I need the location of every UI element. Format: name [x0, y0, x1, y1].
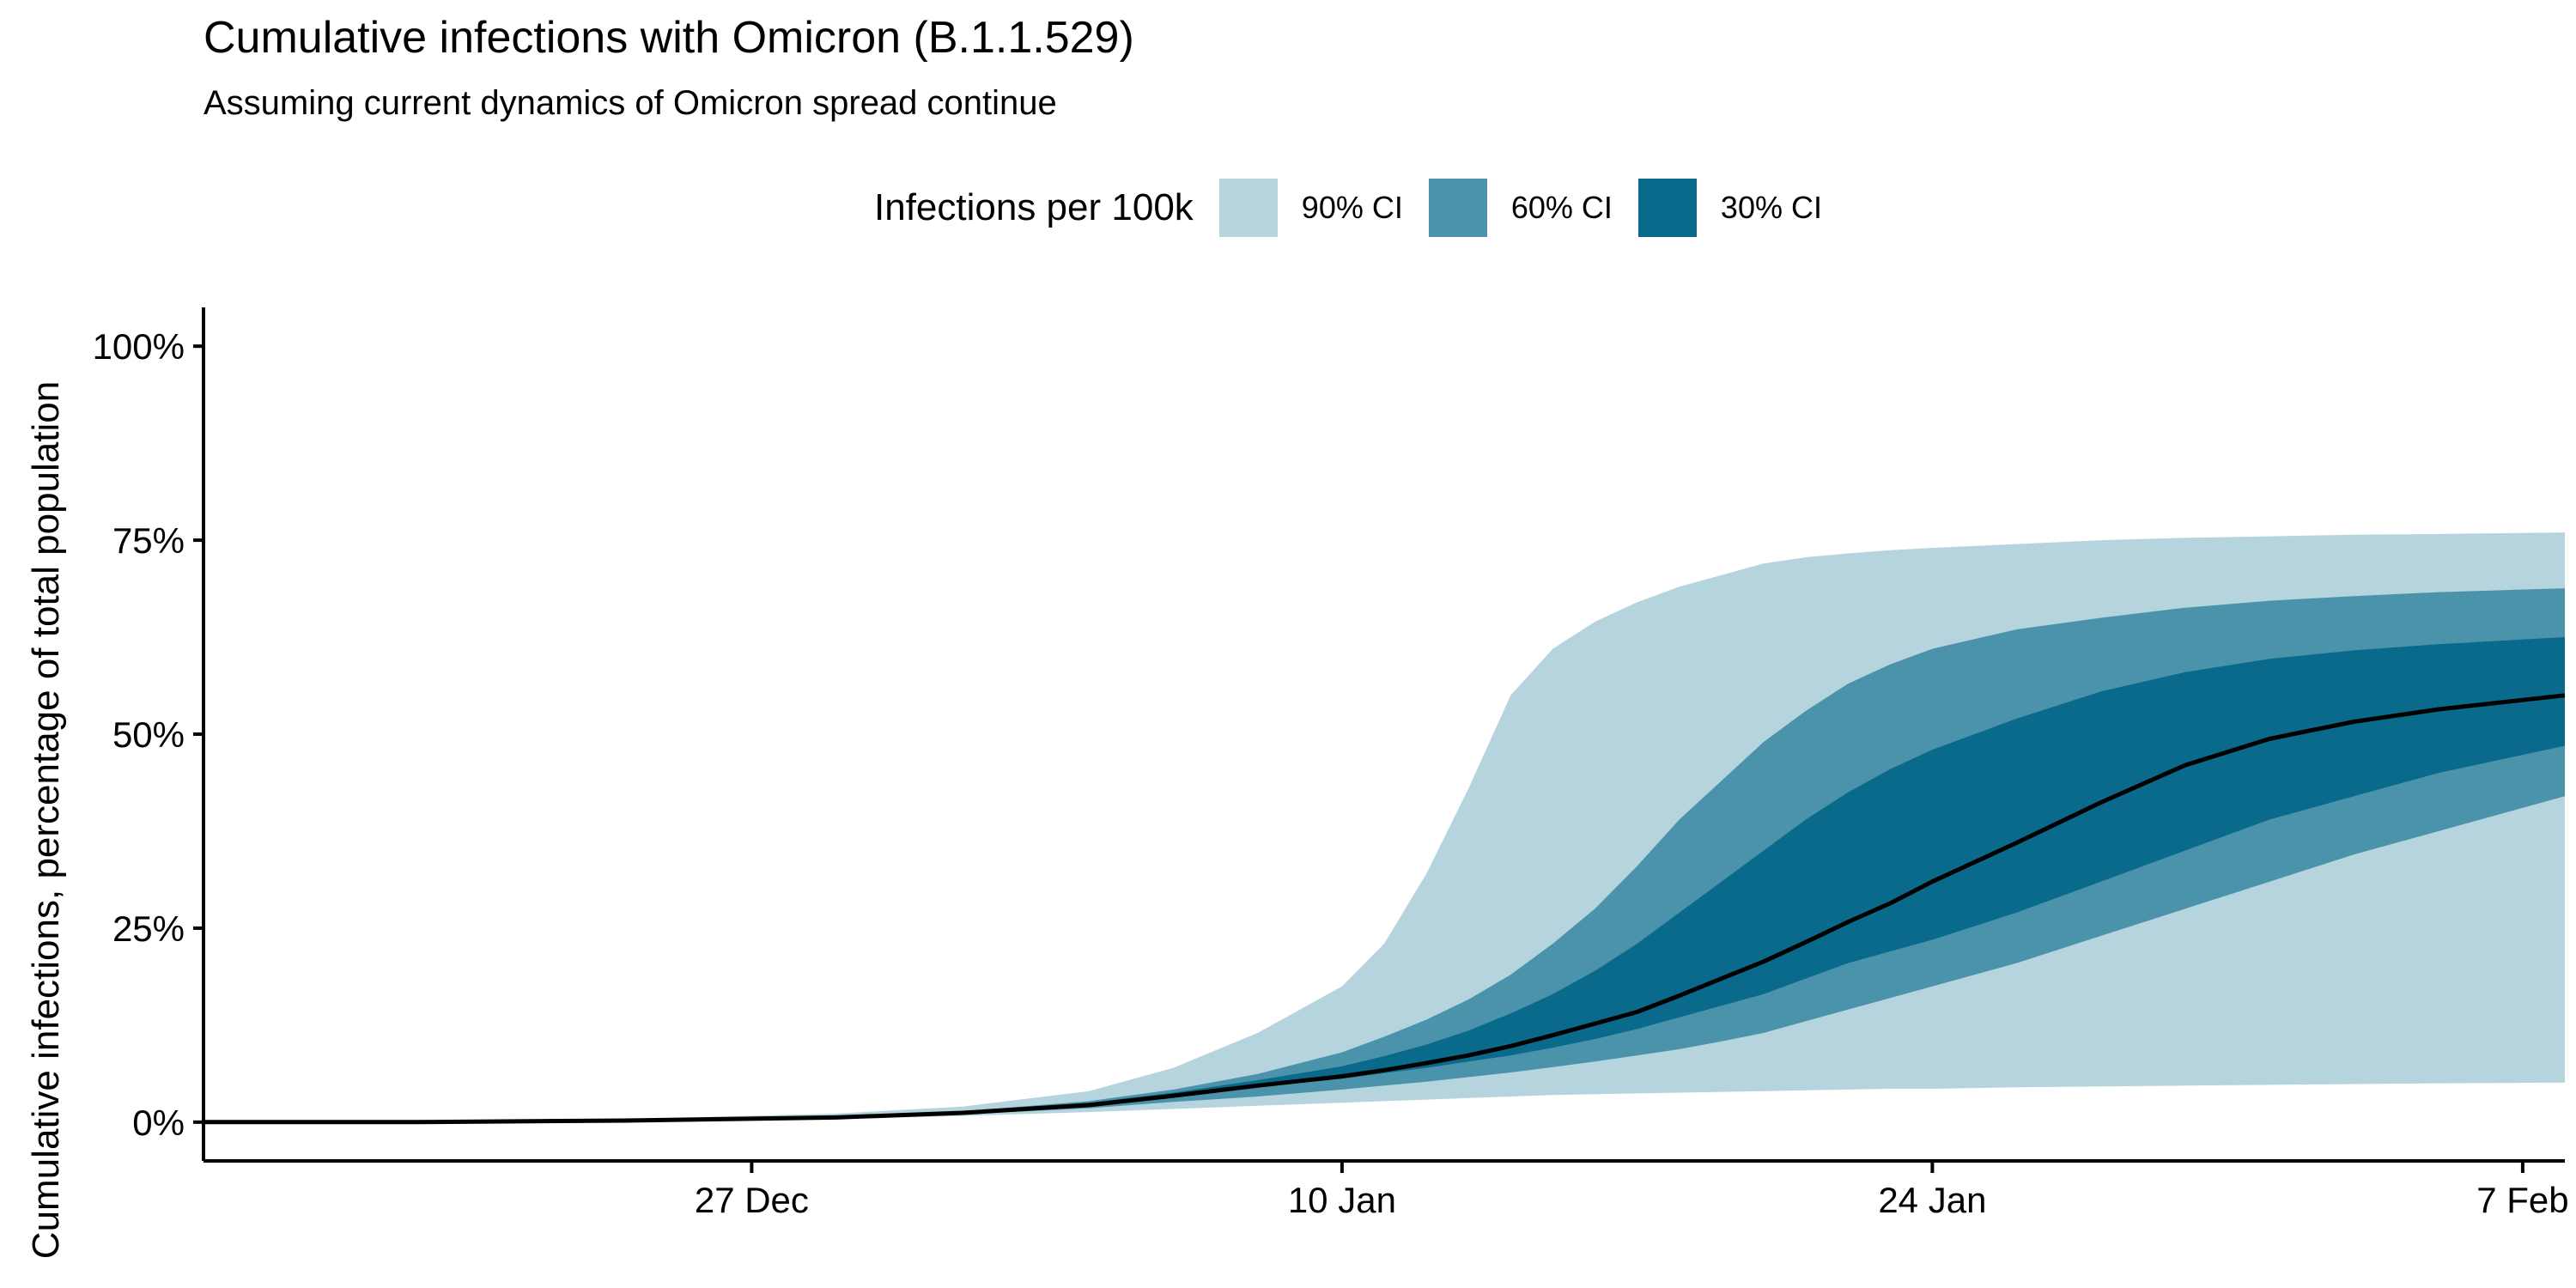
x-tick-label: 10 Jan	[1288, 1180, 1396, 1220]
legend-swatch-90ci	[1218, 179, 1278, 237]
median-line-group	[204, 693, 2566, 1125]
legend-label-60ci: 60% CI	[1510, 190, 1613, 225]
y-tick-label: 0%	[132, 1103, 185, 1143]
y-tick-label: 75%	[112, 520, 185, 561]
ci-bands	[204, 532, 2565, 1122]
median-line	[204, 693, 2566, 1125]
legend-swatch-30ci	[1637, 179, 1697, 237]
legend-item-30ci: 30% CI	[1637, 179, 1822, 237]
legend-title: Infections per 100k	[874, 186, 1194, 228]
x-tick-label: 24 Jan	[1878, 1180, 1986, 1220]
chart-subtitle: Assuming current dynamics of Omicron spr…	[204, 84, 1057, 122]
y-axis-label: Cumulative infections, percentage of tot…	[25, 381, 67, 1259]
legend-item-90ci: 90% CI	[1218, 179, 1403, 237]
legend-label-30ci: 30% CI	[1720, 190, 1822, 225]
legend-label-90ci: 90% CI	[1301, 190, 1403, 225]
chart-title: Cumulative infections with Omicron (B.1.…	[204, 13, 1134, 63]
x-tick-label: 7 Feb	[2476, 1180, 2568, 1220]
y-tick-label: 100%	[93, 326, 185, 367]
band-ci60	[204, 588, 2565, 1122]
x-tick-label: 27 Dec	[695, 1180, 809, 1220]
legend-swatch-60ci	[1428, 179, 1487, 237]
legend: Infections per 100k 90% CI 60% CI 30% CI	[874, 179, 1848, 237]
axes: 0% 25% 50% 75% 100% 27 Dec 10 Jan 24 Jan 7 Feb	[93, 307, 2569, 1220]
legend-item-60ci: 60% CI	[1428, 179, 1613, 237]
band-ci30	[204, 637, 2565, 1122]
y-tick-label: 25%	[112, 908, 185, 949]
y-tick-label: 50%	[112, 714, 185, 755]
